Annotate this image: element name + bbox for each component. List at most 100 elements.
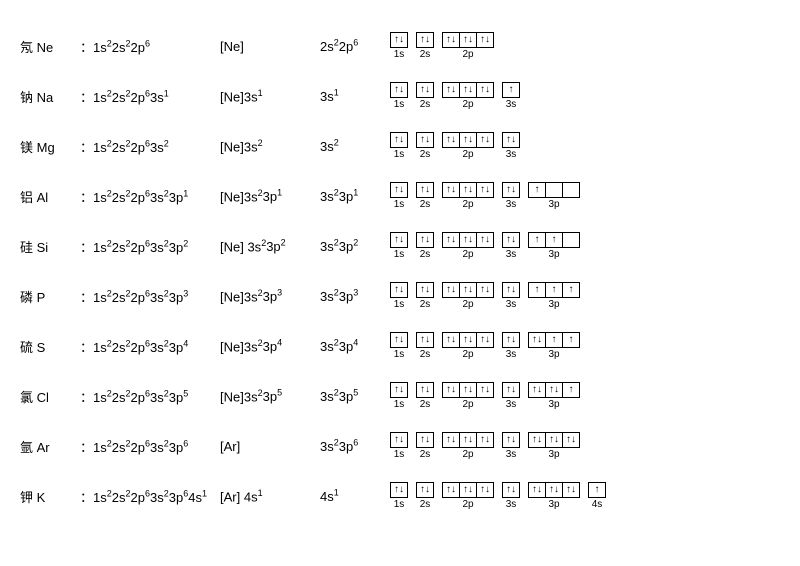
valence-config: 3s23p6 bbox=[320, 438, 390, 454]
orbital-label: 3s bbox=[506, 499, 517, 510]
orbital-box: ↑↓ bbox=[476, 132, 494, 148]
orbital-label: 1s bbox=[394, 399, 405, 410]
orbital-group-2p: ↑↓↑↓↑↓2p bbox=[442, 32, 494, 60]
orbital-group-1s: ↑↓1s bbox=[390, 182, 408, 210]
orbital-box: ↑↓ bbox=[416, 232, 434, 248]
orbital-label: 2s bbox=[420, 199, 431, 210]
orbital-box: ↑ bbox=[528, 232, 546, 248]
orbital-group-2s: ↑↓2s bbox=[416, 282, 434, 310]
orbital-group-1s: ↑↓1s bbox=[390, 232, 408, 260]
noble-gas-config: [Ne]3s23p1 bbox=[220, 188, 320, 204]
orbital-box: ↑↓ bbox=[459, 182, 477, 198]
full-config: ：1s22s22p63s23p3 bbox=[80, 287, 220, 306]
orbital-label: 2s bbox=[420, 349, 431, 360]
orbital-label: 3p bbox=[548, 299, 559, 310]
orbital-label: 1s bbox=[394, 199, 405, 210]
orbital-box: ↑↓ bbox=[476, 382, 494, 398]
orbital-label: 2s bbox=[420, 249, 431, 260]
orbital-box: ↑↓ bbox=[442, 282, 460, 298]
orbital-group-1s: ↑↓1s bbox=[390, 332, 408, 360]
orbital-label: 2s bbox=[420, 99, 431, 110]
noble-gas-config: [Ar] 4s1 bbox=[220, 488, 320, 504]
orbital-group-4s: ↑4s bbox=[588, 482, 606, 510]
element-label: 钾 K bbox=[20, 487, 80, 506]
orbital-label: 1s bbox=[394, 99, 405, 110]
orbital-box: ↑↓ bbox=[502, 282, 520, 298]
orbital-box: ↑↓ bbox=[442, 82, 460, 98]
orbital-label: 3s bbox=[506, 449, 517, 460]
orbital-group-2s: ↑↓2s bbox=[416, 482, 434, 510]
full-config: ：1s22s22p6 bbox=[80, 37, 220, 56]
full-config: ：1s22s22p63s1 bbox=[80, 87, 220, 106]
orbital-box: ↑↓ bbox=[502, 232, 520, 248]
orbital-diagram: ↑↓1s↑↓2s↑↓↑↓↑↓2p↑3s bbox=[390, 82, 520, 110]
orbital-box: ↑ bbox=[528, 282, 546, 298]
electron-config-table: 氖 Ne：1s22s22p6[Ne]2s22p6↑↓1s↑↓2s↑↓↑↓↑↓2p… bbox=[20, 30, 780, 512]
orbital-label: 2p bbox=[462, 249, 473, 260]
orbital-group-2p: ↑↓↑↓↑↓2p bbox=[442, 282, 494, 310]
orbital-group-1s: ↑↓1s bbox=[390, 132, 408, 160]
orbital-group-3s: ↑↓3s bbox=[502, 282, 520, 310]
orbital-box: ↑↓ bbox=[416, 82, 434, 98]
noble-gas-config: [Ne]3s23p3 bbox=[220, 288, 320, 304]
orbital-label: 1s bbox=[394, 449, 405, 460]
element-label: 钠 Na bbox=[20, 87, 80, 106]
orbital-label: 1s bbox=[394, 349, 405, 360]
orbital-box: ↑↓ bbox=[545, 432, 563, 448]
orbital-group-3s: ↑↓3s bbox=[502, 232, 520, 260]
orbital-group-2s: ↑↓2s bbox=[416, 432, 434, 460]
orbital-box: ↑↓ bbox=[416, 132, 434, 148]
orbital-box: ↑↓ bbox=[390, 382, 408, 398]
valence-config: 3s1 bbox=[320, 88, 390, 104]
element-row-ar: 氩 Ar：1s22s22p63s23p6[Ar]3s23p6↑↓1s↑↓2s↑↓… bbox=[20, 430, 780, 462]
orbital-label: 3s bbox=[506, 149, 517, 160]
orbital-group-3s: ↑↓3s bbox=[502, 482, 520, 510]
orbital-box: ↑ bbox=[562, 332, 580, 348]
orbital-group-2s: ↑↓2s bbox=[416, 32, 434, 60]
orbital-group-2p: ↑↓↑↓↑↓2p bbox=[442, 482, 494, 510]
orbital-box: ↑↓ bbox=[476, 332, 494, 348]
orbital-box: ↑↓ bbox=[528, 482, 546, 498]
orbital-box: ↑↓ bbox=[390, 132, 408, 148]
full-config: ：1s22s22p63s23p2 bbox=[80, 237, 220, 256]
orbital-label: 2p bbox=[462, 49, 473, 60]
valence-config: 3s23p2 bbox=[320, 238, 390, 254]
orbital-box: ↑↓ bbox=[502, 432, 520, 448]
orbital-box: ↑↓ bbox=[459, 32, 477, 48]
orbital-label: 2s bbox=[420, 149, 431, 160]
orbital-box: ↑↓ bbox=[390, 332, 408, 348]
element-label: 硫 S bbox=[20, 337, 80, 356]
valence-config: 3s23p4 bbox=[320, 338, 390, 354]
orbital-box: ↑↓ bbox=[416, 482, 434, 498]
orbital-box: ↑ bbox=[545, 282, 563, 298]
orbital-label: 3p bbox=[548, 199, 559, 210]
full-config: ：1s22s22p63s23p5 bbox=[80, 387, 220, 406]
element-row-ne: 氖 Ne：1s22s22p6[Ne]2s22p6↑↓1s↑↓2s↑↓↑↓↑↓2p bbox=[20, 30, 780, 62]
orbital-box: ↑↓ bbox=[416, 282, 434, 298]
orbital-box: ↑↓ bbox=[528, 332, 546, 348]
orbital-box: ↑ bbox=[545, 232, 563, 248]
orbital-diagram: ↑↓1s↑↓2s↑↓↑↓↑↓2p bbox=[390, 32, 494, 60]
element-label: 氯 Cl bbox=[20, 387, 80, 406]
full-config: ：1s22s22p63s23p64s1 bbox=[80, 487, 220, 506]
orbital-label: 3p bbox=[548, 399, 559, 410]
orbital-diagram: ↑↓1s↑↓2s↑↓↑↓↑↓2p↑↓3s↑↑3p bbox=[390, 232, 580, 260]
orbital-group-1s: ↑↓1s bbox=[390, 82, 408, 110]
orbital-label: 4s bbox=[592, 499, 603, 510]
orbital-label: 3s bbox=[506, 399, 517, 410]
orbital-box: ↑↓ bbox=[390, 32, 408, 48]
orbital-group-3s: ↑↓3s bbox=[502, 382, 520, 410]
valence-config: 3s23p5 bbox=[320, 388, 390, 404]
orbital-group-3p: ↑↑3p bbox=[528, 232, 580, 260]
orbital-label: 2p bbox=[462, 149, 473, 160]
orbital-label: 2s bbox=[420, 499, 431, 510]
element-label: 氖 Ne bbox=[20, 37, 80, 56]
element-row-na: 钠 Na：1s22s22p63s1[Ne]3s13s1↑↓1s↑↓2s↑↓↑↓↑… bbox=[20, 80, 780, 112]
noble-gas-config: [Ne] bbox=[220, 39, 320, 54]
orbital-box bbox=[562, 182, 580, 198]
orbital-label: 3p bbox=[548, 249, 559, 260]
orbital-group-1s: ↑↓1s bbox=[390, 432, 408, 460]
orbital-box: ↑ bbox=[528, 182, 546, 198]
full-config: ：1s22s22p63s23p6 bbox=[80, 437, 220, 456]
orbital-box: ↑↓ bbox=[476, 432, 494, 448]
